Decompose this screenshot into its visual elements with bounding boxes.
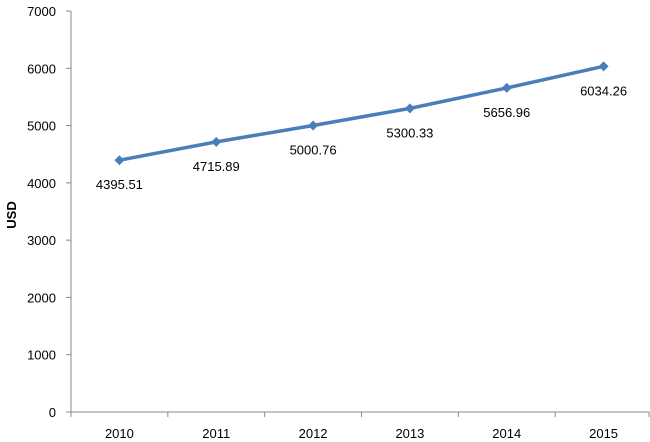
data-point-marker — [501, 82, 512, 93]
y-tick-label: 4000 — [27, 176, 56, 191]
data-label: 6034.26 — [580, 83, 627, 98]
y-tick-label: 1000 — [27, 348, 56, 363]
data-labels: 4395.51 4715.89 5000.76 5300.33 5656.96 6034.… — [96, 83, 627, 192]
y-tick-label: 3000 — [27, 233, 56, 248]
x-tick-label: 2011 — [202, 426, 230, 441]
x-tick-label: 2013 — [395, 426, 424, 441]
x-tick-label: 2014 — [492, 426, 521, 441]
data-label: 5000.76 — [290, 143, 337, 158]
y-tick-label: 0 — [49, 405, 56, 420]
data-point-marker — [211, 136, 222, 147]
series-group — [114, 61, 609, 166]
data-label: 4395.51 — [96, 177, 143, 192]
y-tick-label: 5000 — [27, 119, 56, 134]
data-point-marker — [114, 155, 125, 166]
y-axis-ticks: 0 1000 2000 3000 4000 5000 6000 7000 — [27, 4, 71, 420]
data-point-marker — [404, 103, 415, 114]
data-point-marker — [308, 120, 319, 131]
y-tick-label: 7000 — [27, 4, 56, 19]
y-tick-label: 6000 — [27, 61, 56, 76]
data-label: 5656.96 — [483, 105, 530, 120]
series-line — [119, 64, 604, 162]
data-label: 4715.89 — [193, 159, 240, 174]
data-point-marker — [598, 61, 609, 72]
x-tick-label: 2010 — [105, 426, 134, 441]
y-axis-title: USD — [4, 201, 19, 228]
x-axis-ticks: 2010 2011 2012 2013 2014 2015 — [70, 412, 650, 441]
x-tick-label: 2012 — [299, 426, 328, 441]
x-tick-label: 2015 — [589, 426, 618, 441]
y-tick-label: 2000 — [27, 290, 56, 305]
data-label: 5300.33 — [386, 125, 433, 140]
